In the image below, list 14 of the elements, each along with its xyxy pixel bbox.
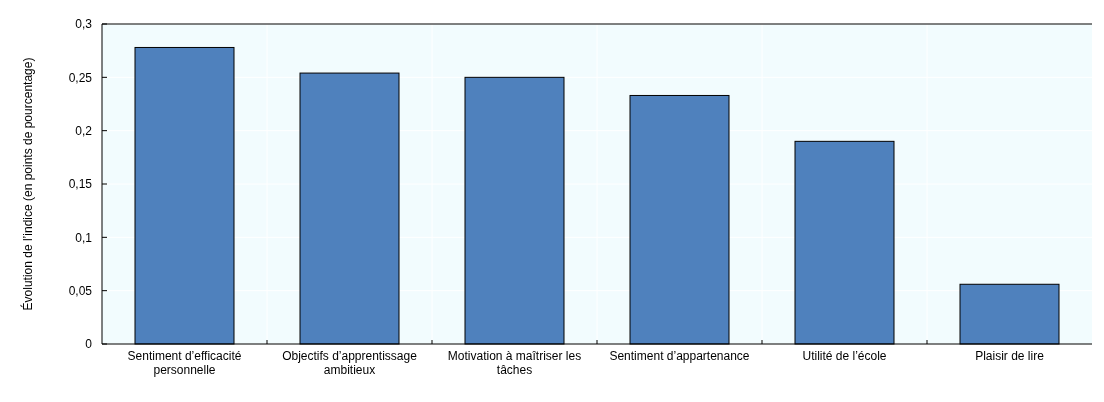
y-tick-label: 0,2 [75, 123, 93, 138]
y-axis-title: Évolution de l’indice (en points de pourcentage) [20, 57, 35, 311]
y-tick-label: 0 [85, 337, 93, 352]
y-tick-label: 0,05 [68, 283, 93, 298]
x-tick-label: Utilité de l’école [802, 349, 887, 363]
x-tick-label: Motivation à maîtriser les tâches [447, 349, 582, 377]
x-tick-label: Sentiment d’efficacité personnelle [127, 349, 242, 377]
y-tick-label: 0,3 [75, 17, 93, 32]
x-tick-label: Sentiment d’appartenance [609, 349, 750, 363]
y-tick-label: 0,25 [68, 70, 93, 85]
y-tick-label: 0,1 [75, 230, 93, 245]
x-tick-label: Plaisir de lire [975, 349, 1045, 363]
y-tick-label: 0,15 [68, 177, 93, 192]
x-tick-label: Objectifs d’apprentissage ambitieux [282, 349, 418, 377]
